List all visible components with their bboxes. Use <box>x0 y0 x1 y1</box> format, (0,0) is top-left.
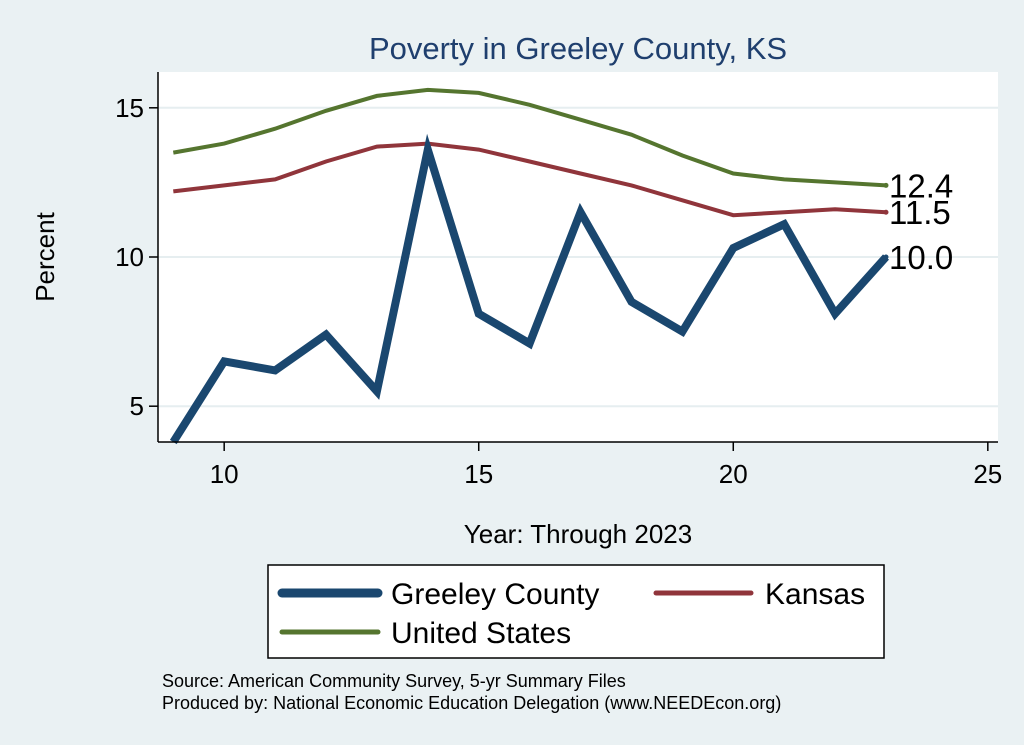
gridlines <box>158 106 998 408</box>
series-line-kansas <box>173 141 887 218</box>
legend-label-kansas: Kansas <box>765 578 865 611</box>
end-point-greeley-county <box>883 254 889 260</box>
produced-by-note: Produced by: National Economic Education… <box>162 693 781 713</box>
legend-box <box>267 564 885 659</box>
y-tick-label-5: 5 <box>130 391 144 421</box>
x-axis-ticks: 10 15 20 25 <box>210 442 1002 489</box>
legend-label-greeley-county: Greeley County <box>391 578 599 611</box>
y-axis-title: Percent <box>30 211 60 301</box>
x-tick-label-15: 15 <box>464 459 493 489</box>
y-axis-ticks: 5 10 15 <box>115 93 158 421</box>
x-axis-title: Year: Through 2023 <box>464 519 692 549</box>
series-line-greeley-county <box>169 133 889 445</box>
y-tick-label-15: 15 <box>115 93 144 123</box>
end-label-united-states: 12.4 <box>889 167 953 204</box>
legend-label-united-states: United States <box>391 617 571 650</box>
y-tick-label-10: 10 <box>115 242 144 272</box>
end-point-united-states <box>883 182 889 188</box>
end-point-kansas <box>883 209 889 215</box>
series-layer <box>169 87 889 445</box>
source-note: Source: American Community Survey, 5-yr … <box>162 671 626 691</box>
x-tick-label-25: 25 <box>973 459 1002 489</box>
legend: Greeley County Kansas United States <box>267 564 885 659</box>
x-tick-label-10: 10 <box>210 459 239 489</box>
end-label-greeley-county: 10.0 <box>889 239 953 276</box>
chart-title: Poverty in Greeley County, KS <box>369 31 787 66</box>
x-tick-label-20: 20 <box>719 459 748 489</box>
end-labels: 10.0 11.512.4 <box>883 167 953 276</box>
end-label-kansas: 11.5 <box>889 194 951 231</box>
series-line-united-states <box>172 87 887 188</box>
